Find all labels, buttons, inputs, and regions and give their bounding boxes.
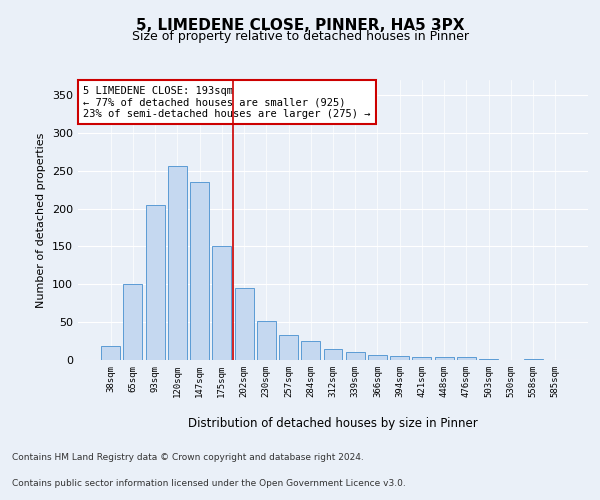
Bar <box>279 335 298 360</box>
Y-axis label: Number of detached properties: Number of detached properties <box>37 132 46 308</box>
Bar <box>235 288 254 360</box>
Bar <box>479 359 498 360</box>
Bar <box>146 205 164 360</box>
Bar <box>168 166 187 360</box>
Text: Size of property relative to detached houses in Pinner: Size of property relative to detached ho… <box>131 30 469 43</box>
Text: Contains HM Land Registry data © Crown copyright and database right 2024.: Contains HM Land Registry data © Crown c… <box>12 454 364 462</box>
Bar <box>101 346 120 360</box>
Bar <box>190 182 209 360</box>
Bar <box>257 320 276 360</box>
Bar <box>435 357 454 360</box>
Bar <box>368 354 387 360</box>
Bar <box>124 284 142 360</box>
Bar <box>301 341 320 360</box>
Bar <box>212 246 231 360</box>
Bar <box>346 352 365 360</box>
Bar <box>390 356 409 360</box>
Text: Distribution of detached houses by size in Pinner: Distribution of detached houses by size … <box>188 418 478 430</box>
Bar <box>524 359 542 360</box>
Bar <box>323 348 343 360</box>
Text: Contains public sector information licensed under the Open Government Licence v3: Contains public sector information licen… <box>12 478 406 488</box>
Bar <box>412 357 431 360</box>
Bar <box>457 357 476 360</box>
Text: 5 LIMEDENE CLOSE: 193sqm
← 77% of detached houses are smaller (925)
23% of semi-: 5 LIMEDENE CLOSE: 193sqm ← 77% of detach… <box>83 86 371 119</box>
Text: 5, LIMEDENE CLOSE, PINNER, HA5 3PX: 5, LIMEDENE CLOSE, PINNER, HA5 3PX <box>136 18 464 32</box>
